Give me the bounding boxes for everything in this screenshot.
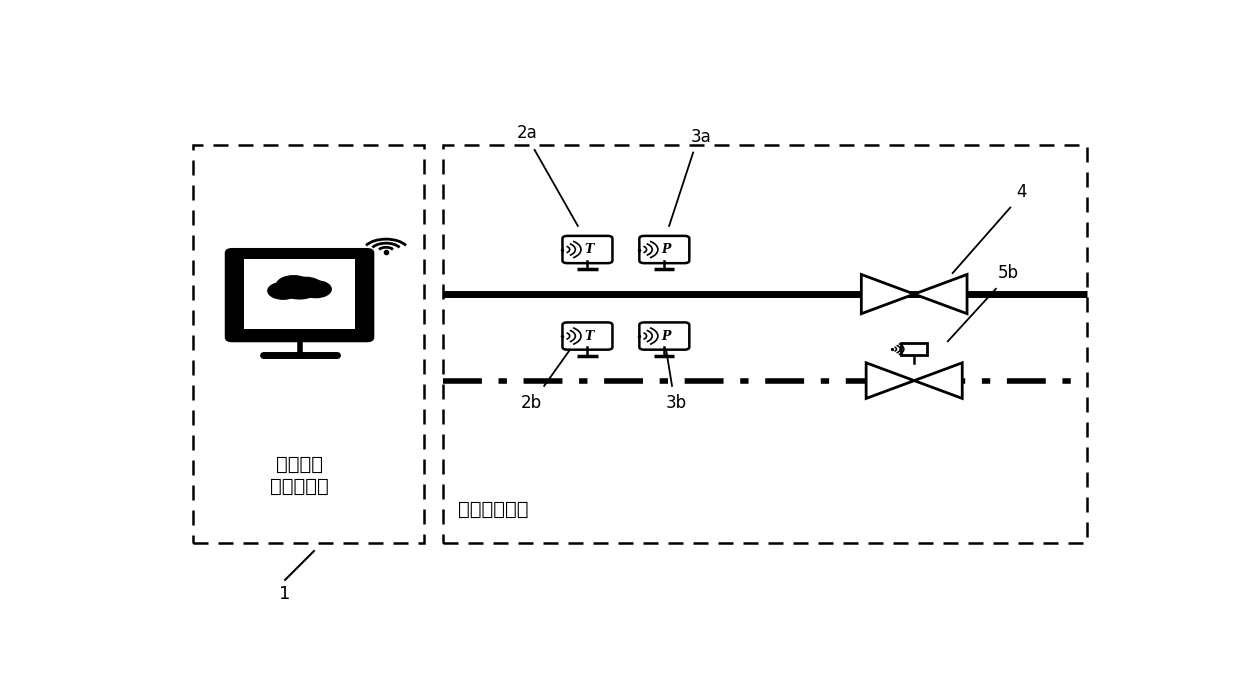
- Text: 1: 1: [279, 585, 291, 603]
- Polygon shape: [866, 363, 914, 398]
- Text: 2a: 2a: [517, 124, 537, 142]
- FancyBboxPatch shape: [640, 236, 689, 263]
- Text: P: P: [662, 243, 671, 256]
- Text: T: T: [585, 330, 594, 343]
- FancyBboxPatch shape: [640, 322, 689, 349]
- Text: 水力工况
监控服务器: 水力工况 监控服务器: [270, 455, 329, 496]
- FancyBboxPatch shape: [227, 250, 372, 340]
- FancyBboxPatch shape: [563, 236, 613, 263]
- Circle shape: [288, 277, 322, 296]
- Text: T: T: [585, 243, 594, 256]
- Polygon shape: [862, 274, 914, 314]
- Circle shape: [280, 278, 319, 299]
- Text: 2b: 2b: [521, 394, 542, 412]
- Text: 5b: 5b: [998, 264, 1019, 282]
- FancyBboxPatch shape: [901, 343, 928, 355]
- Text: 4: 4: [1017, 183, 1027, 201]
- Text: 3a: 3a: [691, 128, 712, 146]
- Circle shape: [268, 283, 299, 299]
- FancyBboxPatch shape: [244, 259, 356, 329]
- Polygon shape: [914, 274, 967, 314]
- Text: P: P: [662, 330, 671, 343]
- Text: 楼栋热力入口: 楼栋热力入口: [458, 500, 528, 519]
- FancyBboxPatch shape: [563, 322, 613, 349]
- Bar: [444, 144, 1087, 543]
- Circle shape: [300, 281, 331, 298]
- Circle shape: [277, 276, 311, 294]
- Bar: [193, 144, 424, 543]
- Text: 3b: 3b: [666, 394, 687, 412]
- Polygon shape: [914, 363, 962, 398]
